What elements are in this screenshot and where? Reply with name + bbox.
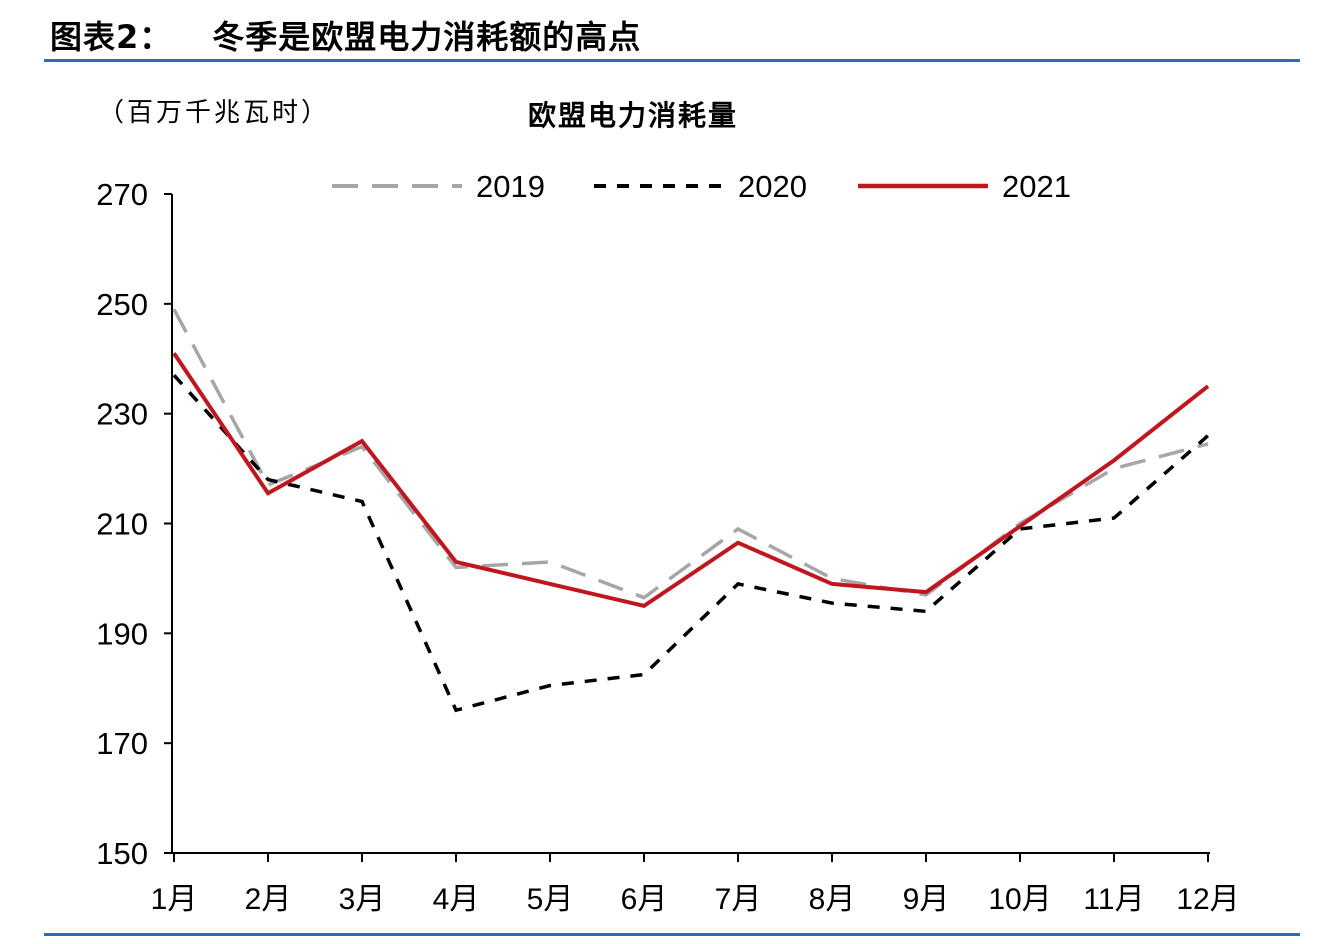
x-tick-label: 4月	[433, 883, 480, 916]
series-line-2020	[172, 374, 1210, 713]
series-line-2021	[172, 352, 1210, 609]
figure-title: 图表2： 冬季是欧盟电力消耗额的高点	[50, 12, 641, 58]
series-line-2019	[172, 308, 1209, 600]
y-tick-label: 150	[96, 836, 148, 871]
y-tick-label: 250	[96, 287, 148, 322]
figure-title-text: 冬季是欧盟电力消耗额的高点	[212, 18, 642, 56]
chart-legend: 2019 2020 2021	[332, 169, 1071, 204]
y-tick-label: 210	[96, 507, 148, 542]
y-axis-unit-label: （百万千兆瓦时）	[98, 98, 331, 128]
legend-label-2019: 2019	[476, 169, 545, 204]
y-tick-label: 230	[96, 397, 148, 432]
chart-series	[172, 308, 1210, 713]
y-tick-label: 190	[96, 616, 148, 651]
x-tick-label: 8月	[809, 883, 856, 916]
x-tick-label: 12月	[1176, 883, 1239, 916]
y-tick-label: 170	[96, 726, 148, 761]
chart-axes: 150 170 190 210 230 250 270 1月 2月 3月 4月 5月 6月 7月 8月 9月 1…	[96, 177, 1239, 916]
x-tick-label: 11月	[1083, 883, 1144, 916]
legend-label-2021: 2021	[1002, 169, 1071, 204]
x-tick-label: 1月	[151, 883, 198, 916]
chart-title: 欧盟电力消耗量	[528, 99, 739, 132]
title-divider	[44, 59, 1300, 62]
figure-label: 图表2：	[50, 18, 173, 56]
x-tick-label: 6月	[621, 883, 668, 916]
x-tick-label: 7月	[715, 883, 762, 916]
y-tick-label: 270	[96, 177, 148, 212]
x-tick-label: 9月	[903, 883, 950, 916]
x-tick-label: 10月	[988, 883, 1051, 916]
x-tick-label: 2月	[245, 883, 292, 916]
legend-label-2020: 2020	[738, 169, 807, 204]
x-tick-label: 5月	[527, 883, 574, 916]
x-tick-label: 3月	[339, 883, 386, 916]
footer-divider	[44, 933, 1300, 936]
